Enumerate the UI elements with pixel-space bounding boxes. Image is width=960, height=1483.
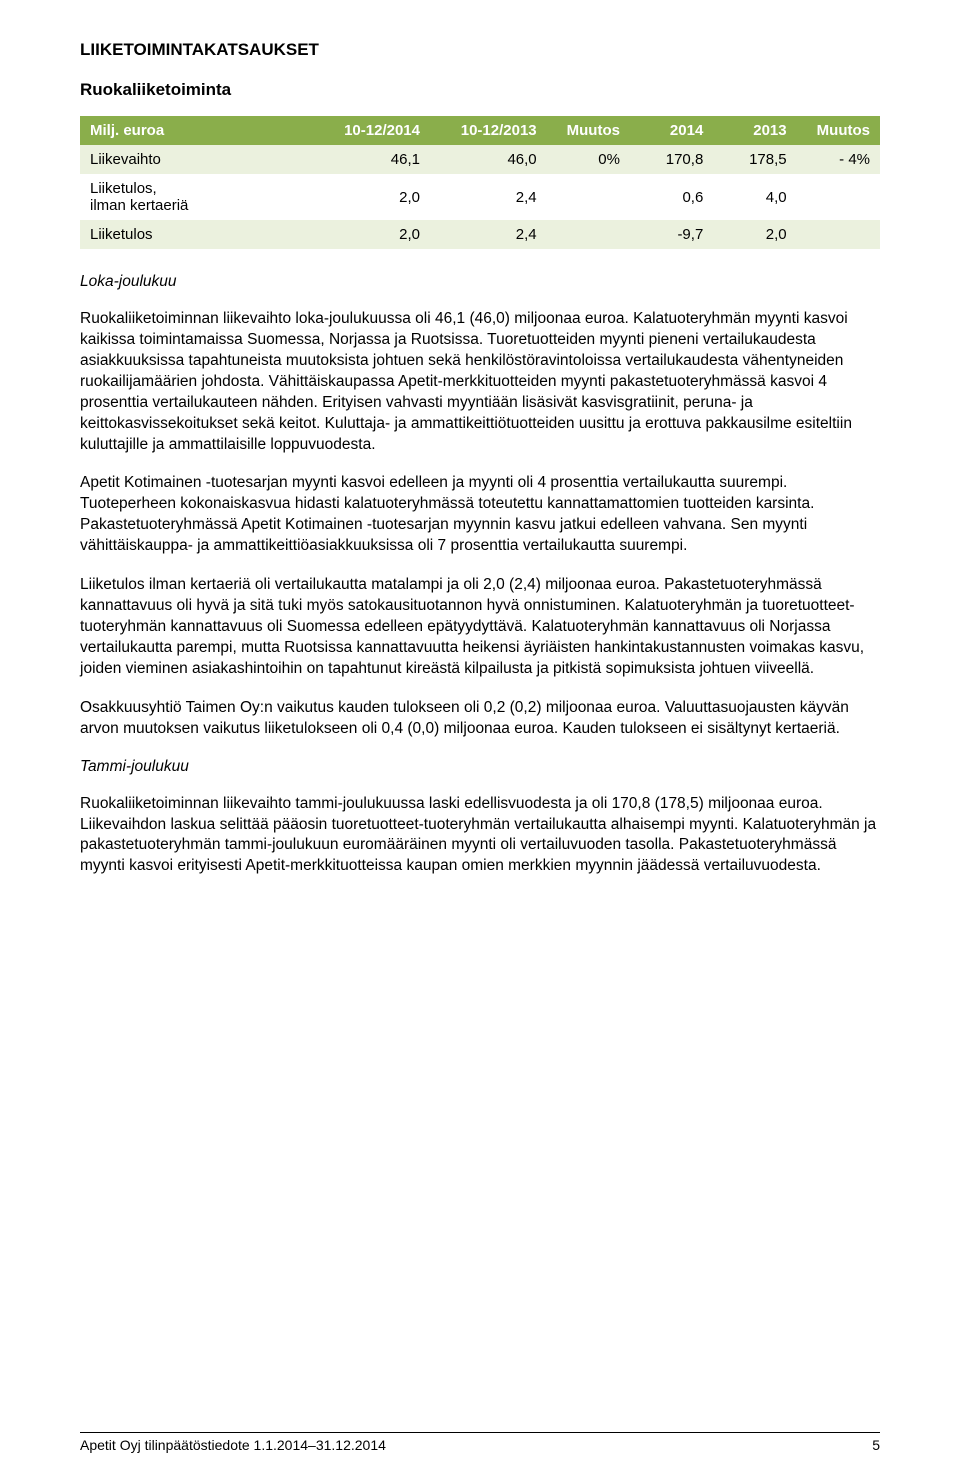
paragraph: Ruokaliiketoiminnan liikevaihto loka-jou…: [80, 309, 880, 455]
table-cell: - 4%: [797, 145, 880, 174]
page: LIIKETOIMINTAKATSAUKSET Ruokaliiketoimin…: [0, 0, 960, 1483]
table-cell: 178,5: [713, 145, 796, 174]
table-cell: -9,7: [630, 220, 713, 249]
table-cell: Liiketulos,ilman kertaeriä: [80, 174, 313, 220]
page-footer: Apetit Oyj tilinpäätöstiedote 1.1.2014–3…: [80, 1432, 880, 1453]
table-cell: 0,6: [630, 174, 713, 220]
table-cell: [797, 220, 880, 249]
table-cell: 0%: [547, 145, 630, 174]
column-header: Milj. euroa: [80, 116, 313, 145]
table-cell: 2,4: [430, 220, 547, 249]
table-cell: 2,0: [713, 220, 796, 249]
section-title: LIIKETOIMINTAKATSAUKSET: [80, 40, 880, 60]
table-cell: 2,0: [313, 174, 430, 220]
paragraph: Osakkuusyhtiö Taimen Oy:n vaikutus kaude…: [80, 698, 880, 740]
table-cell: [797, 174, 880, 220]
table-cell: Liiketulos: [80, 220, 313, 249]
table-cell: 170,8: [630, 145, 713, 174]
financial-table: Milj. euroa10-12/201410-12/2013Muutos201…: [80, 116, 880, 249]
table-cell: [547, 220, 630, 249]
table-cell: 2,0: [313, 220, 430, 249]
paragraph: Liiketulos ilman kertaeriä oli vertailuk…: [80, 575, 880, 680]
table-cell: 2,4: [430, 174, 547, 220]
table-row: Liiketulos,ilman kertaeriä2,02,4 0,64,0: [80, 174, 880, 220]
column-header: Muutos: [797, 116, 880, 145]
table-cell: [547, 174, 630, 220]
table-header-row: Milj. euroa10-12/201410-12/2013Muutos201…: [80, 116, 880, 145]
subheading: Ruokaliiketoiminta: [80, 80, 880, 100]
column-header: 2014: [630, 116, 713, 145]
page-number: 5: [872, 1437, 880, 1453]
table-cell: 46,0: [430, 145, 547, 174]
table-row: Liikevaihto46,146,00%170,8178,5- 4%: [80, 145, 880, 174]
period-label-fy: Tammi-joulukuu: [80, 758, 880, 776]
period-label-q4: Loka-joulukuu: [80, 273, 880, 291]
table-cell: 46,1: [313, 145, 430, 174]
table-cell: 4,0: [713, 174, 796, 220]
column-header: 10-12/2014: [313, 116, 430, 145]
footer-title: Apetit Oyj tilinpäätöstiedote 1.1.2014–3…: [80, 1437, 386, 1453]
table-cell: Liikevaihto: [80, 145, 313, 174]
column-header: Muutos: [547, 116, 630, 145]
column-header: 10-12/2013: [430, 116, 547, 145]
paragraph: Ruokaliiketoiminnan liikevaihto tammi-jo…: [80, 794, 880, 878]
paragraph: Apetit Kotimainen -tuotesarjan myynti ka…: [80, 473, 880, 557]
column-header: 2013: [713, 116, 796, 145]
table-row: Liiketulos2,02,4-9,72,0: [80, 220, 880, 249]
